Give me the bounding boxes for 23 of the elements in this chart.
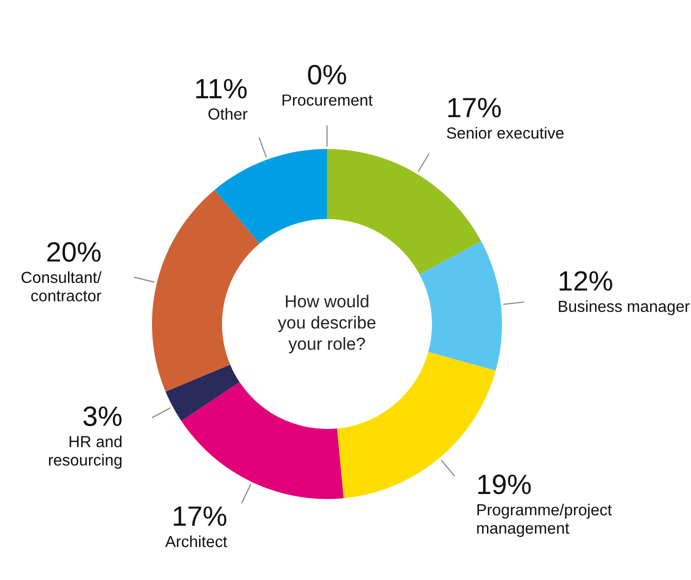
category-label: Procurement	[282, 94, 373, 106]
data-label: 20%	[47, 242, 101, 262]
donut-slice	[181, 382, 344, 499]
slice-label: Other	[208, 108, 248, 120]
donut-slice	[166, 364, 240, 421]
data-label: 11%	[196, 78, 247, 98]
donut-slice	[214, 149, 327, 244]
text: How would you describe your role?	[278, 294, 376, 354]
data-label: 12%	[560, 271, 612, 291]
data-label: 19%	[478, 474, 531, 494]
slice-label: Consultant/ contractor	[22, 271, 102, 302]
slice-label: Senior executive	[446, 126, 564, 139]
data-label: 3%	[83, 406, 122, 426]
donut-slice	[327, 149, 482, 274]
slice-label: Architect	[165, 535, 228, 548]
data-label: 17%	[174, 506, 226, 526]
data-label: 17%	[448, 98, 501, 118]
slice-label: Business manager	[558, 300, 690, 316]
slice-label: Programme/project management	[477, 504, 612, 537]
slice-label: HR and resourcing	[48, 436, 122, 469]
donut-slice	[420, 241, 502, 371]
text: 0%	[308, 64, 346, 85]
donut-slice	[152, 190, 260, 392]
